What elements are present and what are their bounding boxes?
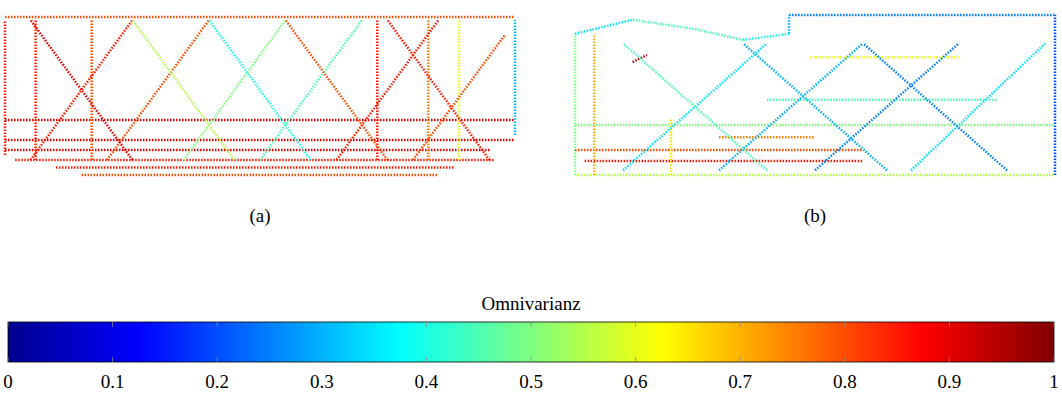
point-strip	[376, 20, 379, 160]
point-strip	[15, 159, 494, 162]
tick-label: 0.7	[728, 371, 752, 392]
point-strip	[575, 174, 1055, 177]
point-strip	[719, 43, 863, 170]
panel-label: (b)	[804, 205, 826, 227]
point-strip	[5, 16, 515, 19]
tick-mark	[217, 357, 218, 362]
panel-label: (a)	[249, 205, 270, 227]
tick-label: 0.3	[310, 371, 334, 392]
point-strip	[337, 20, 439, 160]
tick-mark	[8, 357, 9, 362]
point-strip	[107, 20, 209, 160]
tick-mark	[426, 357, 427, 362]
point-strip	[31, 20, 133, 160]
tick-label: 0.5	[519, 371, 543, 392]
point-strip	[593, 34, 596, 175]
point-strip	[514, 20, 517, 135]
tick-label: 0.9	[938, 371, 962, 392]
point-strip	[788, 15, 791, 34]
tick-label: 0.4	[415, 371, 439, 392]
tick-mark	[949, 322, 950, 327]
point-strip	[4, 20, 7, 155]
point-strip	[5, 149, 490, 152]
tick-mark	[740, 322, 741, 327]
tick-mark	[1054, 322, 1055, 327]
point-strip	[789, 14, 1055, 17]
colorbar-ticks: 0 0.1 0.2 0.3 0.4 0.5 0.6 0.7 0.8 0.9 1	[3, 322, 1059, 392]
point-strip	[413, 35, 505, 160]
point-strip	[810, 56, 959, 59]
point-strip	[90, 20, 93, 160]
point-strip	[133, 20, 235, 160]
tick-label: 0.1	[101, 371, 125, 392]
tick-mark	[426, 322, 427, 327]
figure: (a) (b) 0 0.1 0.2 0.3 0.4 0.5 0.6 0.7 0.8 0.9 1 Omniv…	[0, 0, 1062, 403]
point-strip	[1054, 15, 1057, 175]
point-strip	[5, 139, 515, 142]
tick-mark	[321, 322, 322, 327]
tick-label: 1	[1049, 371, 1059, 392]
point-strip	[286, 20, 388, 160]
point-strip	[670, 119, 673, 175]
tick-label: 0.6	[624, 371, 648, 392]
tick-label: 0.8	[833, 371, 857, 392]
tick-mark	[844, 357, 845, 362]
point-strip	[719, 136, 815, 139]
tick-mark	[531, 357, 532, 362]
tick-mark	[112, 322, 113, 327]
tick-mark	[740, 357, 741, 362]
tick-mark	[635, 357, 636, 362]
tick-mark	[8, 322, 9, 327]
point-strip	[82, 174, 439, 177]
point-strip	[209, 20, 311, 160]
point-strip	[575, 20, 633, 34]
tick-mark	[531, 322, 532, 327]
tick-mark	[844, 322, 845, 327]
point-strip	[911, 43, 1045, 170]
tick-label: 0.2	[205, 371, 229, 392]
point-strip	[575, 124, 1055, 127]
tick-mark	[1054, 357, 1055, 362]
point-strip	[695, 29, 743, 40]
point-strip	[5, 119, 515, 122]
point-strip	[623, 43, 767, 170]
point-cloud	[5, 17, 515, 175]
colorbar	[8, 322, 1054, 362]
tick-mark	[321, 357, 322, 362]
point-strip	[585, 160, 863, 163]
tick-mark	[217, 322, 218, 327]
point-strip	[574, 34, 577, 175]
tick-mark	[635, 322, 636, 327]
point-strip	[743, 43, 887, 170]
point-strip	[575, 149, 863, 152]
point-strip	[260, 20, 362, 160]
point-strip	[56, 166, 454, 169]
point-strip	[34, 20, 37, 160]
point-strip	[863, 43, 1007, 170]
point-strip	[458, 20, 461, 160]
point-strip	[633, 20, 695, 29]
point-strip	[743, 34, 789, 40]
tick-label: 0	[3, 371, 13, 392]
tick-mark	[112, 357, 113, 362]
point-strip	[623, 43, 767, 170]
point-strip	[184, 20, 286, 160]
point-strip	[388, 20, 490, 160]
colorbar-title: Omnivarianz	[481, 293, 580, 314]
point-strip	[815, 43, 959, 170]
tick-mark	[949, 357, 950, 362]
point-cloud	[575, 15, 1055, 175]
point-strip	[31, 20, 133, 160]
